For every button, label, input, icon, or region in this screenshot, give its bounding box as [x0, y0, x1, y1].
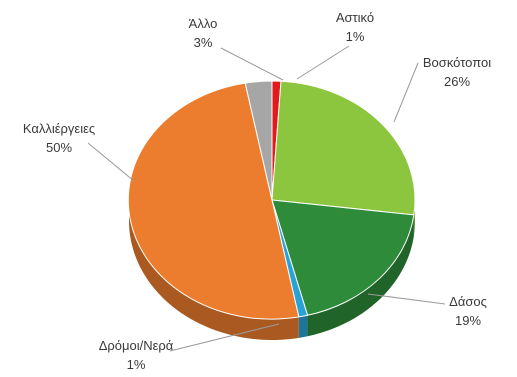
leader-line [296, 45, 350, 80]
pie-slice-side [307, 214, 414, 337]
slice-percent-label: 26% [444, 74, 470, 89]
slice-percent-label: 3% [194, 35, 213, 50]
slice-name-label: Καλλιέργειες [23, 121, 95, 136]
pie-slice [244, 80, 273, 201]
pie-top-layer [127, 80, 416, 320]
slice-percent-label: 19% [455, 313, 481, 328]
slice-percent-label: 1% [346, 29, 365, 44]
pie-slice [127, 82, 300, 320]
leader-lines [87, 45, 446, 352]
slice-percent-label: 50% [46, 140, 72, 155]
leader-line [393, 62, 419, 123]
leader-line [87, 142, 135, 182]
pie-depth-layer [129, 200, 415, 340]
slice-name-label: Άλλο [189, 16, 218, 31]
pie-slice [271, 199, 415, 316]
slice-name-label: Αστικό [336, 10, 374, 25]
slice-name-label: Βοσκότοποι [423, 55, 491, 70]
slice-name-label: Δρόμοι/Νερά [99, 338, 174, 353]
pie-slice-side [298, 315, 308, 338]
leader-line [367, 293, 446, 305]
slice-percent-label: 1% [127, 357, 146, 372]
pie-slice [271, 80, 416, 216]
slice-name-label: Δάσος [449, 294, 487, 309]
pie-slice-side [129, 200, 299, 340]
leader-line [169, 323, 280, 352]
leader-line [220, 47, 284, 81]
